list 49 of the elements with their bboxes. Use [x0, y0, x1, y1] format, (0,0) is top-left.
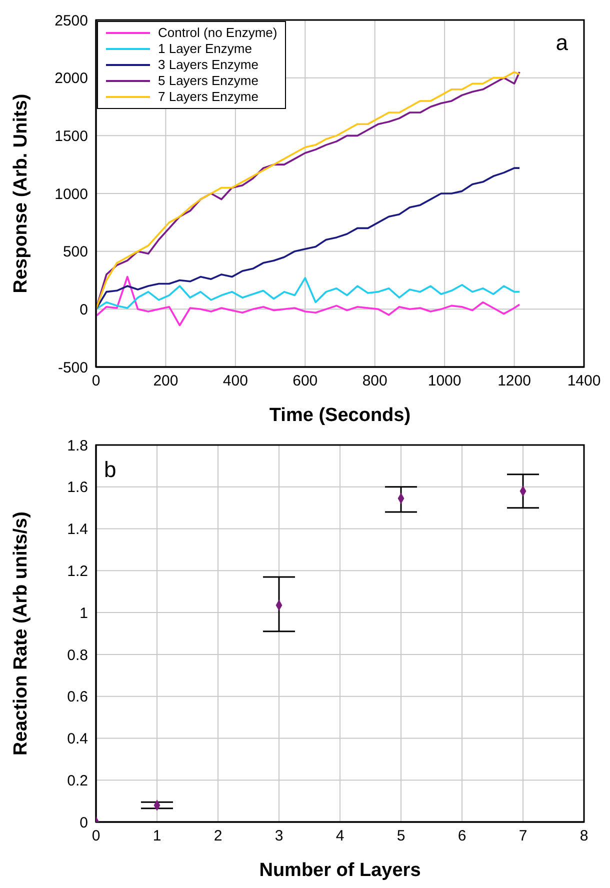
- y-tick-label: 2000: [54, 70, 88, 88]
- y-tick-label: 1000: [54, 186, 88, 203]
- x-axis-title: Time (Seconds): [269, 405, 411, 426]
- x-tick-label: 0: [92, 372, 100, 390]
- x-tick-label: 8: [580, 828, 588, 845]
- x-tick-label: 800: [362, 372, 388, 390]
- y-tick-label: 0.6: [67, 688, 88, 706]
- x-tick-label: 3: [274, 828, 284, 845]
- y-axis-title: Response (Arb. Units): [10, 94, 32, 294]
- x-tick-label: 600: [292, 372, 318, 390]
- x-tick-label: 1000: [428, 372, 462, 390]
- y-tick-label: 0.2: [67, 772, 88, 790]
- y-tick-label: 1.6: [67, 479, 88, 496]
- annotation: a: [556, 30, 568, 56]
- legend-label: 7 Layers Enzyme: [158, 89, 258, 105]
- y-tick-label: -500: [58, 359, 88, 376]
- legend-label: 5 Layers Enzyme: [158, 73, 258, 89]
- y-tick-label: 1.8: [67, 437, 88, 454]
- y-tick-label: 1.2: [67, 562, 88, 580]
- y-tick-label: 500: [62, 244, 88, 261]
- legend-label: 3 Layers Enzyme: [158, 57, 258, 73]
- y-tick-label: 1.4: [67, 521, 88, 538]
- y-tick-label: 0: [80, 814, 88, 832]
- y-tick-label: 0.8: [67, 646, 88, 664]
- legend-label: 1 Layer Enzyme: [158, 41, 252, 57]
- line-series: [96, 167, 520, 310]
- x-tick-label: 200: [153, 372, 178, 390]
- y-tick-label: 2500: [54, 12, 88, 30]
- x-tick-label: 5: [396, 828, 406, 845]
- legend-label: Control (no Enzyme): [158, 25, 278, 41]
- y-tick-label: 0: [80, 301, 88, 318]
- x-axis-title: Number of Layers: [259, 860, 421, 881]
- x-tick-label: 400: [222, 372, 248, 390]
- x-tick-label: 7: [518, 828, 528, 845]
- line-series: [96, 71, 520, 310]
- x-tick-label: 6: [458, 828, 466, 845]
- y-axis-title: Reaction Rate (Arb units/s): [10, 512, 32, 756]
- line-series: [96, 276, 520, 326]
- y-tick-label: 1500: [54, 128, 88, 145]
- x-tick-label: 4: [336, 828, 344, 845]
- line-series: [96, 277, 520, 310]
- x-tick-label: 2: [214, 828, 222, 845]
- y-tick-label: 1: [80, 604, 88, 622]
- x-tick-label: 1400: [567, 372, 601, 390]
- y-tick-label: 0.4: [67, 730, 88, 748]
- annotation: b: [104, 457, 116, 483]
- x-tick-label: 1: [152, 828, 162, 845]
- x-tick-label: 1200: [498, 372, 531, 390]
- x-tick-label: 0: [92, 828, 100, 845]
